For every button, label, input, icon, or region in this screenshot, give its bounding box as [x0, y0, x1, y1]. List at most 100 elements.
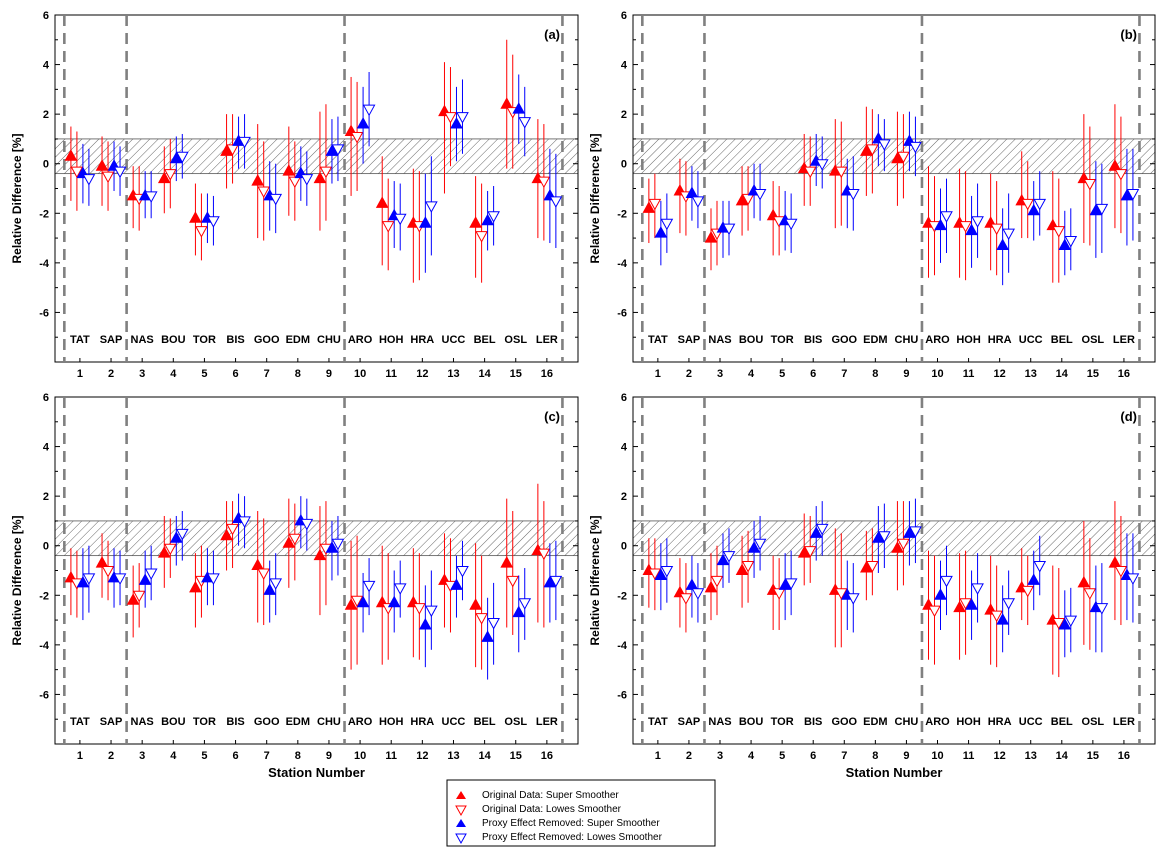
legend: Original Data: Super Smoother Original D…: [446, 779, 716, 847]
x-tick-label: 5: [779, 368, 785, 380]
y-tick-label: 6: [43, 392, 49, 404]
y-tick-label: -2: [617, 590, 627, 602]
x-tick-label: 8: [872, 368, 878, 380]
data-point: [469, 598, 482, 610]
station-code-nas: NAS: [131, 716, 154, 728]
data-point: [965, 223, 978, 236]
x-tick-label: 14: [1056, 368, 1069, 380]
data-point: [1027, 203, 1041, 216]
data-point: [1108, 556, 1122, 568]
data-point: [157, 171, 171, 184]
data-point: [169, 531, 183, 543]
data-point: [940, 575, 953, 588]
data-point: [860, 560, 873, 573]
data-point: [996, 613, 1009, 625]
reference-band: [54, 138, 579, 175]
x-tick-label: 16: [1118, 368, 1130, 380]
data-point: [76, 575, 90, 588]
y-tick-label: 2: [621, 109, 627, 121]
station-code-tat: TAT: [70, 716, 90, 728]
data-point: [418, 617, 432, 630]
data-point: [195, 226, 208, 238]
data-point: [95, 159, 109, 171]
x-tick-label: 6: [810, 368, 816, 380]
x-tick-label: 13: [447, 750, 459, 762]
x-tick-label: 3: [139, 750, 145, 762]
y-axis-label: Relative Difference [%]: [10, 133, 24, 263]
data-point: [475, 613, 488, 625]
legend-label-super-orig: Original Data: Super Smoother: [482, 790, 619, 801]
reference-band: [632, 138, 1156, 175]
data-point: [815, 523, 829, 536]
station-code-bou: BOU: [161, 334, 186, 346]
data-point: [220, 528, 233, 541]
series-proxy-effect-removed-super-smoother: [654, 111, 1134, 286]
data-point: [82, 573, 96, 585]
y-tick-label: 0: [43, 159, 49, 171]
data-point: [356, 595, 370, 608]
x-tick-label: 10: [931, 750, 943, 762]
data-point: [263, 583, 277, 595]
data-point: [251, 174, 265, 186]
y-tick-label: 0: [621, 159, 627, 171]
data-point: [393, 213, 407, 226]
x-tick-label: 16: [541, 368, 553, 380]
x-tick-label: 15: [510, 750, 522, 762]
y-tick-label: -4: [39, 258, 50, 270]
station-code-osl: OSL: [504, 334, 527, 346]
x-tick-label: 8: [872, 750, 878, 762]
data-point: [897, 151, 910, 164]
station-code-hra: HRA: [410, 334, 434, 346]
data-point: [393, 583, 407, 595]
x-tick-label: 2: [686, 750, 692, 762]
data-point: [928, 605, 941, 618]
x-tick-label: 8: [295, 368, 301, 380]
data-point: [288, 176, 302, 189]
data-point: [375, 196, 389, 208]
y-tick-label: 4: [621, 60, 628, 72]
series-original-data-super-smoother: [642, 501, 1122, 675]
data-point: [537, 548, 551, 561]
x-tick-label: 3: [717, 750, 723, 762]
x-tick-label: 9: [326, 368, 332, 380]
data-point: [965, 598, 978, 610]
data-point: [1058, 238, 1072, 251]
station-code-goo: GOO: [831, 334, 857, 346]
station-code-nas: NAS: [131, 334, 154, 346]
x-tick-label: 14: [478, 368, 491, 380]
series-original-data-lowes-smoother: [648, 501, 1128, 678]
station-code-ucc: UCC: [1019, 334, 1043, 346]
station-code-aro: ARO: [925, 716, 950, 728]
data-point: [990, 223, 1003, 236]
series-proxy-effect-removed-lowes-smoother: [660, 498, 1140, 653]
data-point: [175, 151, 189, 164]
x-tick-label: 12: [994, 750, 1006, 762]
station-code-sap: SAP: [100, 716, 123, 728]
station-code-goo: GOO: [254, 334, 280, 346]
data-point: [456, 566, 469, 578]
x-tick-label: 10: [354, 750, 366, 762]
y-tick-label: -6: [39, 307, 49, 319]
data-point: [1077, 575, 1091, 588]
x-tick-label: 1: [655, 368, 661, 380]
x-tick-label: 3: [717, 368, 723, 380]
data-point: [685, 578, 699, 590]
data-point: [784, 218, 798, 231]
y-tick-label: -6: [39, 689, 49, 701]
station-code-sap: SAP: [678, 334, 701, 346]
x-tick-label: 2: [108, 750, 114, 762]
data-point: [331, 538, 345, 551]
data-point: [238, 516, 251, 528]
data-point: [163, 543, 177, 556]
plot-frame: [632, 14, 1156, 363]
data-point: [1126, 188, 1140, 201]
data-point: [1052, 226, 1066, 238]
data-point: [704, 580, 718, 593]
x-tick-label: 12: [994, 368, 1006, 380]
data-point: [226, 523, 239, 536]
station-code-goo: GOO: [831, 716, 857, 728]
x-tick-label: 1: [655, 750, 661, 762]
data-point: [144, 568, 158, 581]
x-tick-label: 6: [232, 368, 238, 380]
